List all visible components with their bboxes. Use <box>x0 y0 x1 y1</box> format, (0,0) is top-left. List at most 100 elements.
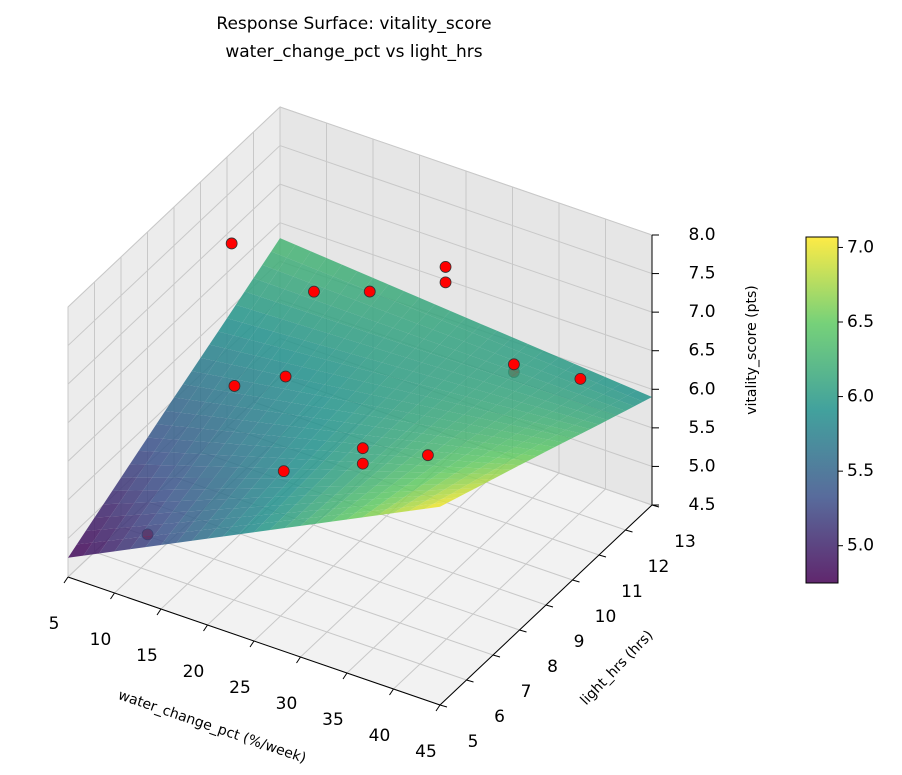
surface-patch <box>340 452 365 462</box>
surface-patch <box>262 512 288 524</box>
z-tick-label: 8.0 <box>688 225 715 245</box>
surface-patch <box>464 407 489 419</box>
surface-patch <box>417 396 442 408</box>
surface-patch <box>311 344 336 360</box>
surface-patch <box>430 418 456 429</box>
surface-patch <box>138 437 163 452</box>
surface-patch <box>282 402 307 416</box>
tick-mark <box>492 654 501 658</box>
surface-patch <box>627 390 652 402</box>
surface-patch <box>402 457 427 466</box>
surface-patch <box>242 487 268 499</box>
surface-patch <box>550 420 575 430</box>
surface-patch <box>269 519 294 531</box>
surface-patch <box>353 403 378 416</box>
surface-patch <box>262 359 287 375</box>
surface-patch <box>437 358 462 373</box>
surface-patch <box>216 348 241 365</box>
y-tick-label: 8 <box>547 657 558 677</box>
surface-patch <box>200 442 225 455</box>
tick-mark <box>63 576 69 584</box>
surface-patch <box>214 466 239 479</box>
surface-patch <box>370 295 396 312</box>
surface-patch <box>457 454 482 462</box>
surface-patch <box>375 337 400 353</box>
surface-patch <box>510 418 535 429</box>
surface-patch <box>169 521 195 534</box>
z-tick-label: 7.0 <box>688 302 715 322</box>
surface-patch <box>317 359 343 375</box>
surface-patch <box>395 448 420 458</box>
surface-patch <box>521 396 546 407</box>
surface-patch <box>410 384 436 397</box>
surface-patch <box>526 422 551 432</box>
surface-patch <box>278 447 303 459</box>
surface-patch <box>559 415 584 426</box>
surface-patch <box>275 289 300 308</box>
surface-patch <box>461 424 487 434</box>
surface-patch <box>550 357 575 371</box>
surface-patch <box>240 506 265 518</box>
surface-patch <box>242 408 267 423</box>
surface-patch <box>293 264 318 283</box>
surface-patch <box>368 322 393 338</box>
surface-patch <box>358 492 383 501</box>
surface-patch <box>160 452 186 466</box>
surface-patch <box>218 318 243 336</box>
surface-patch <box>426 493 451 501</box>
surface-patch <box>519 412 544 423</box>
surface-patch <box>209 430 234 444</box>
surface-patch <box>258 411 283 425</box>
surface-patch <box>320 420 345 432</box>
surface-patch <box>401 307 427 324</box>
surface-patch <box>397 484 423 492</box>
surface-patch <box>295 340 320 356</box>
surface-patch <box>448 403 473 415</box>
surface-patch <box>253 264 278 284</box>
surface-patch <box>320 486 345 495</box>
surface-patch <box>450 384 475 397</box>
surface-patch <box>377 463 403 472</box>
surface-patch <box>347 510 372 520</box>
surface-patch <box>397 431 422 442</box>
surface-patch <box>298 478 323 488</box>
surface-patch <box>85 516 110 532</box>
surface-patch <box>293 366 318 382</box>
surface-patch <box>271 436 296 448</box>
surface-patch <box>331 294 356 312</box>
surface-patch <box>198 374 223 390</box>
surface-patch <box>523 436 549 445</box>
surface-patch <box>223 525 248 537</box>
surface-patch <box>568 410 593 421</box>
surface-patch <box>501 424 526 434</box>
surface-patch <box>362 509 387 518</box>
surface-patch <box>373 491 398 500</box>
surface-patch <box>406 478 431 486</box>
x-tick-label: 15 <box>136 646 158 666</box>
surface-patch <box>543 411 568 421</box>
surface-patch <box>519 344 544 358</box>
surface-patch <box>189 386 214 403</box>
surface-patch <box>313 317 338 334</box>
surface-patch <box>399 333 424 349</box>
surface-patch <box>369 471 394 479</box>
surface-patch <box>400 471 425 479</box>
surface-patch <box>218 418 243 432</box>
surface-patch <box>282 478 307 488</box>
surface-patch <box>351 485 376 494</box>
x-tick-label: 20 <box>183 662 205 682</box>
surface-patch <box>419 375 444 389</box>
surface-patch <box>280 495 305 506</box>
surface-patch <box>371 454 396 464</box>
surface-patch <box>594 394 619 406</box>
surface-patch <box>379 284 404 302</box>
surface-patch <box>222 364 247 381</box>
surface-patch <box>167 465 192 478</box>
surface-patch <box>335 486 361 495</box>
surface-patch <box>362 462 387 472</box>
surface-patch <box>286 244 311 264</box>
chart-title: Response Surface: vitality_score <box>216 14 491 34</box>
surface-patch <box>327 493 352 503</box>
surface-patch <box>273 413 298 426</box>
surface-patch <box>583 415 608 425</box>
